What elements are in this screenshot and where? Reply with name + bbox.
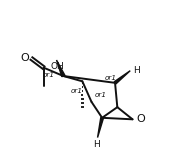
Text: O: O <box>136 114 145 124</box>
Text: OH: OH <box>50 62 64 71</box>
Text: or1: or1 <box>71 88 83 94</box>
Text: H: H <box>93 140 100 149</box>
Polygon shape <box>57 60 65 77</box>
Text: or1: or1 <box>43 72 55 78</box>
Polygon shape <box>98 117 103 138</box>
Text: H: H <box>133 66 140 75</box>
Text: or1: or1 <box>94 92 106 98</box>
Text: O: O <box>21 53 30 63</box>
Text: or1: or1 <box>105 74 117 81</box>
Polygon shape <box>114 71 130 84</box>
